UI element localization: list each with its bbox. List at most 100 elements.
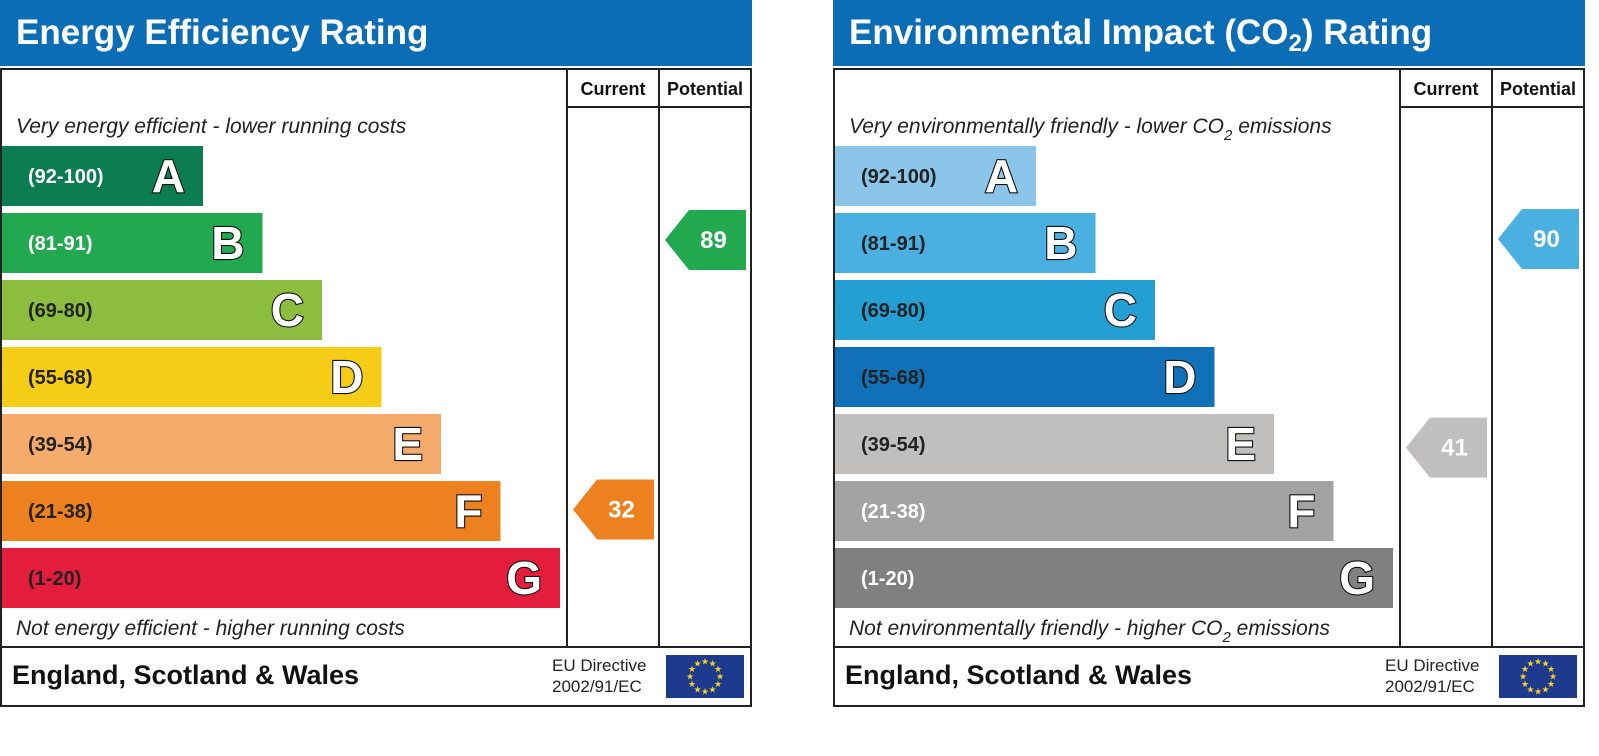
band-bar-c <box>2 280 322 340</box>
caption-bottom-part-2: emissions <box>1231 617 1331 640</box>
band-letter: A <box>152 150 185 202</box>
chart-title-subscript: 2 <box>1289 30 1302 57</box>
footer-region: England, Scotland & Wales <box>845 660 1192 690</box>
current-rating-value: 32 <box>608 497 635 524</box>
eu-star-icon: ★ <box>688 665 696 675</box>
band-bar-b <box>835 213 1096 273</box>
band-letter: E <box>392 418 423 470</box>
eu-star-icon: ★ <box>701 688 709 698</box>
eu-star-icon: ★ <box>701 658 709 668</box>
current-rating-value: 41 <box>1441 435 1468 462</box>
band-range-label: (39-54) <box>861 434 925 456</box>
band-bar-g <box>2 548 560 608</box>
band-a: (92-100) A <box>835 146 1036 206</box>
potential-rating-value: 90 <box>1533 226 1560 253</box>
band-range-label: (55-68) <box>28 367 92 389</box>
eu-star-icon: ★ <box>1547 680 1555 690</box>
eu-star-icon: ★ <box>1547 665 1555 675</box>
eu-star-icon: ★ <box>714 665 722 675</box>
band-letter: C <box>1104 284 1137 336</box>
band-bar-a <box>2 146 203 206</box>
eu-star-icon: ★ <box>708 685 716 695</box>
eu-star-icon: ★ <box>1549 673 1557 683</box>
eu-star-icon: ★ <box>708 660 716 670</box>
eu-star-icon: ★ <box>686 673 694 683</box>
eu-star-icon: ★ <box>1541 660 1549 670</box>
band-f: (21-38) F <box>2 481 501 541</box>
chart-title: Energy Efficiency Rating <box>16 13 428 52</box>
band-range-label: (21-38) <box>28 501 92 523</box>
potential-rating-arrow <box>665 210 746 270</box>
band-range-label: (81-91) <box>861 233 925 255</box>
potential-rating: 90 <box>1498 209 1579 269</box>
eu-star-icon: ★ <box>716 673 724 683</box>
eu-flag-icon: ★ ★★★★★★★★★★★ <box>1499 655 1577 698</box>
band-d: (55-68) D <box>2 347 382 407</box>
eu-flag-field <box>1499 655 1577 698</box>
current-rating-arrow <box>573 479 654 540</box>
band-g: (1-20) G <box>2 548 560 608</box>
band-range-label: (92-100) <box>28 166 104 188</box>
footer-region: England, Scotland & Wales <box>12 660 359 690</box>
band-letter: G <box>1339 552 1375 604</box>
eu-star-icon: ★ <box>693 685 701 695</box>
caption-bottom-subscript: 2 <box>1222 629 1232 646</box>
band-range-label: (81-91) <box>28 233 92 255</box>
band-f: (21-38) F <box>835 481 1334 541</box>
band-letter: C <box>271 284 304 336</box>
band-bar-f <box>835 481 1334 541</box>
eu-star-icon: ★ <box>1534 688 1542 698</box>
column-header-current: Current <box>580 79 645 99</box>
column-header-potential: Potential <box>1500 79 1576 99</box>
band-letter: B <box>1044 217 1077 269</box>
column-header-current: Current <box>1413 79 1478 99</box>
eu-directive-number: 2002/91/EC <box>552 677 642 696</box>
chart-title-part-1: Environmental Impact (CO <box>849 13 1289 52</box>
band-letter: F <box>1287 485 1315 537</box>
eu-star-icon: ★ <box>688 680 696 690</box>
band-range-label: (21-38) <box>861 501 925 523</box>
eu-directive-label: EU Directive <box>552 656 646 675</box>
eu-star-icon: ★ <box>1526 660 1534 670</box>
band-letter: B <box>211 217 244 269</box>
potential-rating-value: 89 <box>700 227 727 254</box>
eu-flag-icon: ★ ★★★★★★★★★★★ <box>666 655 744 698</box>
band-letter: F <box>454 485 482 537</box>
band-bar-a <box>835 146 1036 206</box>
caption-bottom-part-1: Not environmentally friendly - higher CO <box>849 617 1223 640</box>
eu-directive-label: EU Directive <box>1385 656 1479 675</box>
band-range-label: (1-20) <box>28 568 81 590</box>
band-bar-f <box>2 481 501 541</box>
potential-rating-arrow <box>1498 209 1579 269</box>
band-letter: G <box>506 552 542 604</box>
eu-star-icon: ★ <box>1521 665 1529 675</box>
band-range-label: (92-100) <box>861 166 937 188</box>
environmental-impact-chart: Environmental Impact (CO2) Rating Current… <box>833 0 1585 720</box>
band-e: (39-54) E <box>835 414 1274 474</box>
caption-bottom: Not energy efficient - higher running co… <box>16 617 405 640</box>
caption-top-part-2: emissions <box>1232 115 1332 138</box>
band-e: (39-54) E <box>2 414 441 474</box>
current-rating: 32 <box>573 479 654 540</box>
potential-rating: 89 <box>665 210 746 270</box>
title-bar <box>0 0 752 66</box>
caption-top-subscript: 2 <box>1223 127 1233 144</box>
eu-star-icon: ★ <box>1526 685 1534 695</box>
caption-top: Very environmentally friendly - lower CO… <box>849 115 1332 144</box>
eu-star-icon: ★ <box>693 660 701 670</box>
band-g: (1-20) G <box>835 548 1393 608</box>
band-bar-d <box>2 347 382 407</box>
current-rating: 41 <box>1406 417 1487 478</box>
band-b: (81-91) B <box>835 213 1096 273</box>
band-letter: D <box>330 351 363 403</box>
eu-directive-number: 2002/91/EC <box>1385 677 1475 696</box>
band-c: (69-80) C <box>2 280 322 340</box>
band-a: (92-100) A <box>2 146 203 206</box>
eu-star-icon: ★ <box>1519 673 1527 683</box>
eu-star-icon: ★ <box>714 680 722 690</box>
band-range-label: (69-80) <box>28 300 92 322</box>
caption-top: Very energy efficient - lower running co… <box>16 115 407 138</box>
eu-flag-field <box>666 655 744 698</box>
band-c: (69-80) C <box>835 280 1155 340</box>
eu-star-icon: ★ <box>1521 680 1529 690</box>
